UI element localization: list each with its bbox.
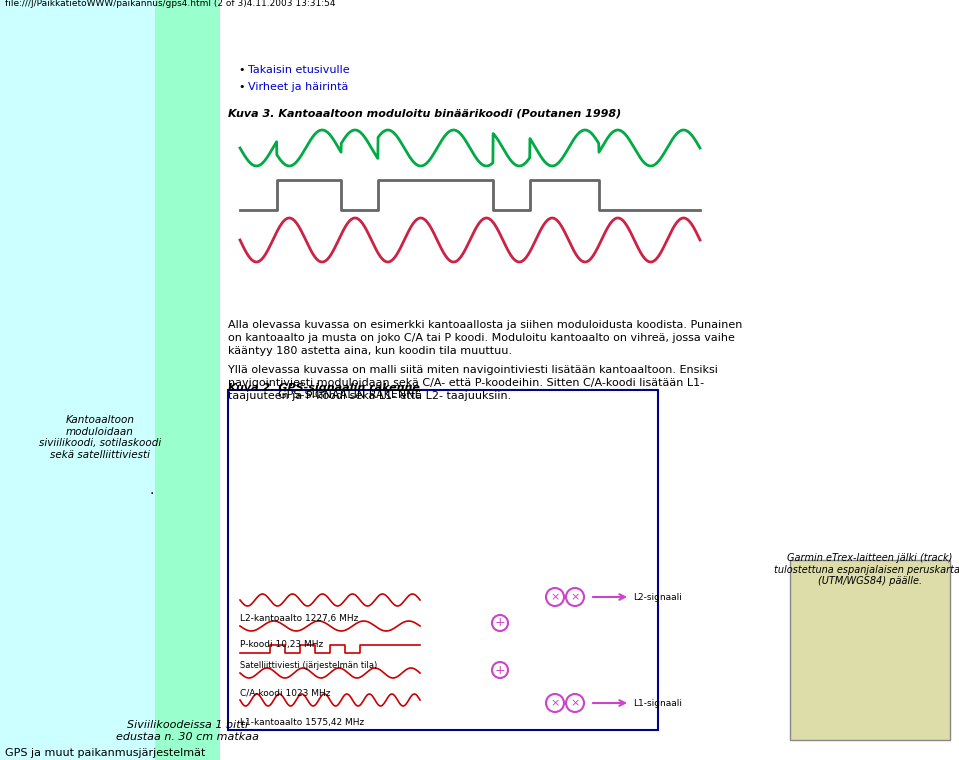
Text: Kuva 2. GPS-signaalin rakenne: Kuva 2. GPS-signaalin rakenne [228, 383, 420, 393]
Text: Kantoaaltoon
moduloidaan
siviilikoodi, sotilaskoodi
sekä satelliittiviesti: Kantoaaltoon moduloidaan siviilikoodi, s… [39, 415, 161, 460]
Text: •: • [238, 82, 245, 92]
Bar [790, 560, 950, 740]
Text: ×: × [571, 592, 579, 602]
Text: ×: × [550, 698, 560, 708]
Text: ×: × [550, 592, 560, 602]
Text: .: . [150, 483, 154, 497]
Text: Takaisin etusivulle: Takaisin etusivulle [248, 65, 350, 75]
Text: Kuva 3. Kantoaaltoon moduloitu binäärikoodi (Poutanen 1998): Kuva 3. Kantoaaltoon moduloitu binääriko… [228, 108, 621, 118]
Text: •: • [238, 65, 245, 75]
Text: Alla olevassa kuvassa on esimerkki kantoaallosta ja siihen moduloidusta koodista: Alla olevassa kuvassa on esimerkki kanto… [228, 320, 742, 356]
Text: +: + [495, 663, 505, 676]
Bar [0, 0, 155, 760]
Text: Garmin eTrex-laitteen jälki (track)
tulostettuna espanjalaisen peruskartan
(UTM/: Garmin eTrex-laitteen jälki (track) tulo… [774, 553, 959, 586]
Text: file:///J/PaikkatietoWWW/paikannus/gps4.html (2 of 3)4.11.2003 13:31:54: file:///J/PaikkatietoWWW/paikannus/gps4.… [5, 0, 336, 8]
Text: +: + [495, 616, 505, 629]
Text: L2-kantoaalto 1227,6 MHz: L2-kantoaalto 1227,6 MHz [240, 614, 359, 623]
Text: GPS ja muut paikanmusjärjestelmät: GPS ja muut paikanmusjärjestelmät [5, 748, 205, 758]
Text: Yllä olevassa kuvassa on malli siitä miten navigointiviesti lisätään kantoaaltoo: Yllä olevassa kuvassa on malli siitä mit… [228, 365, 718, 401]
Text: L2-signaali: L2-signaali [633, 593, 682, 601]
Text: Virheet ja häirintä: Virheet ja häirintä [248, 82, 348, 92]
Text: C/A-koodi 1023 MHz: C/A-koodi 1023 MHz [240, 688, 331, 697]
Text: Satelliittiviesti (järjestelmän tila): Satelliittiviesti (järjestelmän tila) [240, 661, 377, 670]
Text: ×: × [571, 698, 579, 708]
Bar [155, 0, 220, 760]
Text: L1-signaali: L1-signaali [633, 698, 682, 708]
Text: Siviilikoodeissa 1 bitti
edustaa n. 30 cm matkaa: Siviilikoodeissa 1 bitti edustaa n. 30 c… [116, 720, 260, 742]
Bar [228, 390, 658, 730]
Text: P-koodi 10,23 MHz: P-koodi 10,23 MHz [240, 640, 323, 649]
Text: L1-kantoaalto 1575,42 MHz: L1-kantoaalto 1575,42 MHz [240, 718, 364, 727]
Text: GPS-SIGNAALIN RAKENNE: GPS-SIGNAALIN RAKENNE [278, 390, 422, 400]
